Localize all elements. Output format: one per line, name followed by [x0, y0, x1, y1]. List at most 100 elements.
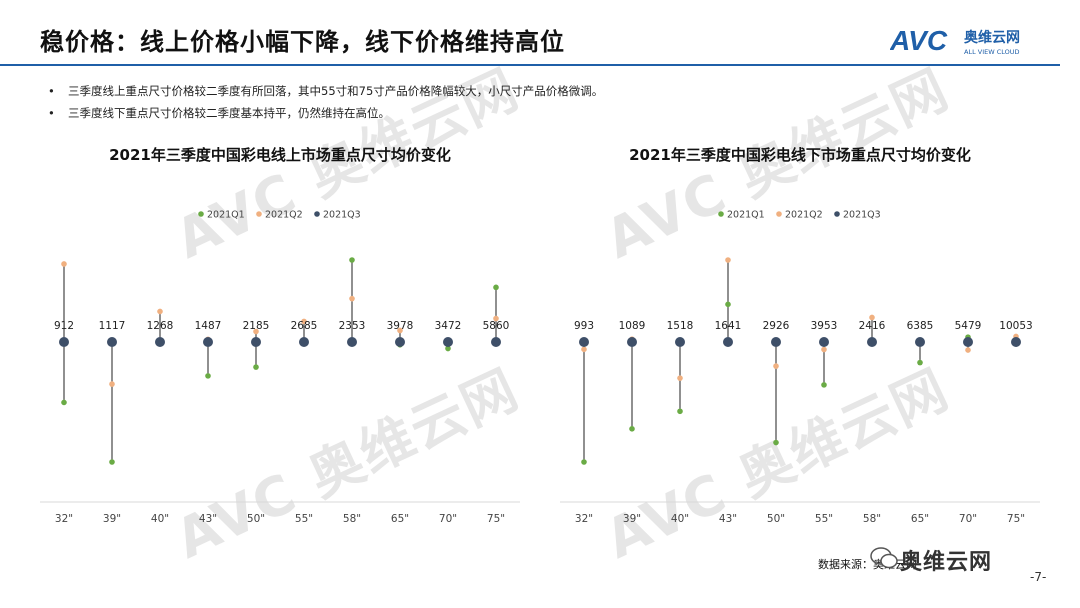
x-tick-label: 58" [343, 513, 361, 525]
data-point [61, 399, 67, 406]
data-point [109, 381, 115, 387]
header-divider [0, 64, 1060, 66]
data-point [301, 318, 307, 325]
data-point [965, 347, 971, 353]
x-tick-label: 43" [719, 513, 737, 525]
brand-logo: AVC 奥维云网 ALL VIEW CLOUD [890, 24, 1050, 58]
offline-price-chart: 2021年三季度中国彩电线下市场重点尺寸均价变化 2021Q1 2021Q2 2021… [550, 140, 1050, 530]
data-point [773, 363, 779, 369]
wechat-icon [870, 547, 898, 569]
x-tick-label: 50" [767, 513, 785, 525]
data-point [349, 257, 355, 263]
data-point [493, 315, 499, 322]
logo-mark: AVC [890, 25, 948, 56]
q3-point [155, 337, 165, 347]
q3-point [107, 337, 117, 347]
data-point [629, 426, 635, 432]
x-tick-label: 75" [1007, 513, 1025, 525]
x-tick-label: 70" [439, 513, 457, 525]
data-label: 5860 [483, 320, 510, 332]
q3-point [627, 337, 637, 347]
data-point [349, 295, 355, 302]
x-tick-label: 32" [55, 513, 73, 525]
q3-point [963, 337, 973, 347]
logo-en: ALL VIEW CLOUD [964, 48, 1020, 56]
data-point [725, 257, 731, 263]
legend-marker [718, 211, 724, 217]
q3-point [251, 337, 261, 347]
page-title: 稳价格：线上价格小幅下降，线下价格维持高位 [40, 28, 565, 56]
x-tick-label: 55" [815, 513, 833, 525]
data-point [869, 314, 875, 321]
x-tick-label: 58" [863, 513, 881, 525]
data-label: 3978 [387, 320, 414, 332]
chart-svg: 2021年三季度中国彩电线下市场重点尺寸均价变化 2021Q1 2021Q2 2021… [560, 146, 1040, 525]
x-tick-label: 55" [295, 513, 313, 525]
x-tick-label: 43" [199, 513, 217, 525]
data-label: 1268 [147, 320, 174, 332]
q3-point [819, 337, 829, 347]
x-tick-label: 40" [151, 513, 169, 525]
legend-label: 2021Q1 [727, 210, 765, 221]
x-tick-label: 50" [247, 513, 265, 525]
legend-marker [776, 211, 782, 217]
legend-label: 2021Q3 [843, 210, 881, 221]
data-label: 1117 [99, 320, 126, 332]
data-point [205, 373, 211, 379]
x-tick-label: 39" [103, 513, 121, 525]
data-label: 2416 [859, 320, 886, 332]
q3-point [203, 337, 213, 347]
data-label: 1518 [667, 320, 694, 332]
x-tick-label: 75" [487, 513, 505, 525]
legend-label: 2021Q2 [785, 210, 823, 221]
q3-point [395, 337, 405, 347]
q3-point [915, 337, 925, 347]
x-tick-label: 40" [671, 513, 689, 525]
data-label: 3472 [435, 320, 462, 332]
q3-point [771, 337, 781, 347]
chart-title: 2021年三季度中国彩电线上市场重点尺寸均价变化 [109, 146, 451, 164]
data-point [493, 284, 499, 291]
data-label: 2353 [339, 320, 366, 332]
x-tick-label: 39" [623, 513, 641, 525]
legend-label: 2021Q1 [207, 210, 245, 221]
q3-point [675, 337, 685, 347]
data-label: 993 [574, 320, 594, 332]
logo-cn: 奥维云网 [964, 29, 1020, 46]
data-label: 3953 [811, 320, 838, 332]
data-label: 5479 [955, 320, 982, 332]
data-label: 1641 [715, 320, 742, 332]
data-label: 1089 [619, 320, 646, 332]
bullet-list: 三季度线上重点尺寸价格较二季度有所回落，其中55寸和75寸产品价格降幅较大，小尺… [48, 80, 603, 124]
q3-point [491, 337, 501, 347]
legend-marker [198, 211, 204, 217]
data-point [61, 261, 67, 267]
data-point [773, 439, 779, 446]
x-tick-label: 65" [911, 513, 929, 525]
data-label: 6385 [907, 320, 934, 332]
q3-point [579, 337, 589, 347]
data-label: 2926 [763, 320, 790, 332]
x-tick-label: 32" [575, 513, 593, 525]
legend-marker [314, 211, 320, 217]
data-point [917, 359, 923, 366]
page-number: -7- [1030, 570, 1047, 584]
q3-point [443, 337, 453, 347]
q3-point [723, 337, 733, 347]
q3-point [347, 337, 357, 347]
bullet-item: 三季度线下重点尺寸价格较二季度基本持平，仍然维持在高位。 [48, 102, 603, 124]
q3-point [867, 337, 877, 347]
q3-point [299, 337, 309, 347]
data-point [253, 328, 259, 335]
legend-marker [834, 211, 840, 217]
bullet-item: 三季度线上重点尺寸价格较二季度有所回落，其中55寸和75寸产品价格降幅较大，小尺… [48, 80, 603, 102]
data-point [677, 408, 683, 415]
data-point [581, 346, 587, 353]
x-tick-label: 70" [959, 513, 977, 525]
legend-label: 2021Q3 [323, 210, 361, 221]
data-point [725, 301, 731, 308]
data-point [677, 375, 683, 381]
legend-label: 2021Q2 [265, 210, 303, 221]
q3-point [59, 337, 69, 347]
data-label: 912 [54, 320, 74, 332]
